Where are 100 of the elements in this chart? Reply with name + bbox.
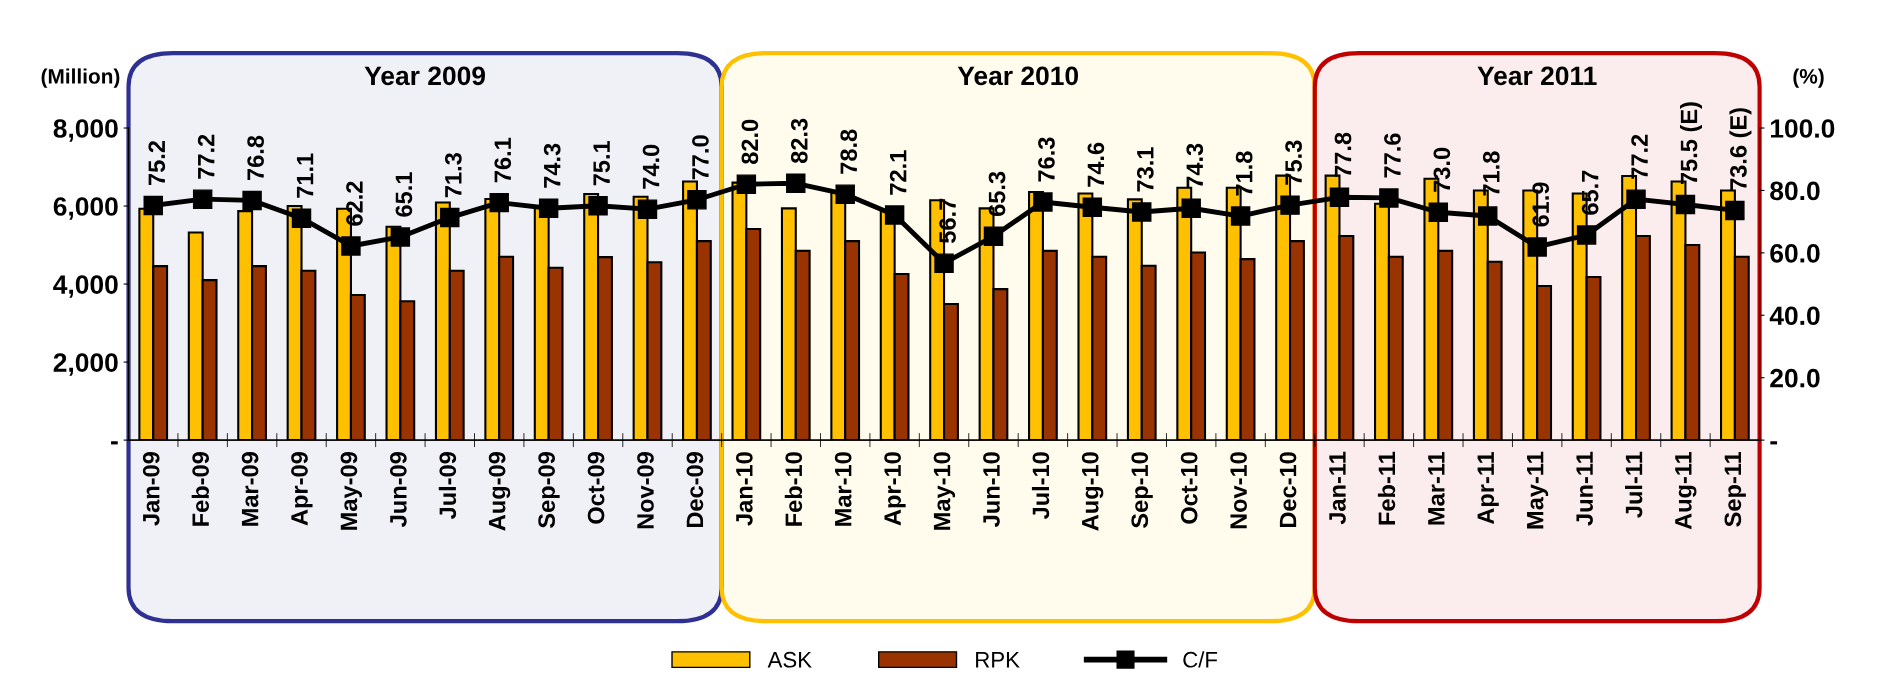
x-tick-label: Jul-09 [438,452,457,520]
x-tick-label: Mar-10 [834,452,852,526]
legend-label: ASK [767,651,812,668]
data-label: 76.1 [494,137,512,183]
band-label: Year 2010 [957,66,1079,86]
point [1576,225,1597,245]
y2-tick-label: - [1770,441,1778,445]
x-tick-label: Apr-09 [291,452,313,526]
data-label: 73.1 [1136,147,1154,192]
x-tick-label: Feb-11 [1377,451,1396,525]
x-tick-label: Aug-10 [1081,452,1104,531]
x-tick-label: Feb-10 [784,452,803,526]
point [489,192,509,213]
x-tick-label: May-09 [340,452,362,530]
data-label: 77.2 [1631,134,1648,179]
x-tick-label: Mar-09 [241,452,259,526]
data-label: 65.7 [1581,170,1599,215]
point [1132,202,1152,222]
legend-label: RPK [976,652,1020,668]
x-tick-label: Sep-09 [538,452,560,528]
data-label: 74.6 [1087,142,1105,187]
point [1181,198,1201,218]
x-tick-label: Jul-11 [1625,451,1643,518]
point [884,205,905,225]
data-label: 76.3 [1038,137,1055,182]
y-axis-title: (Million) [41,68,120,88]
band-label: Year 2011 [1477,66,1597,86]
y-tick-label: 4,000 [53,275,118,298]
data-label: 77.8 [1334,132,1352,177]
x-tick-label: Sep-10 [1131,452,1153,528]
data-label: 82.3 [790,118,808,164]
data-label: 77.6 [1384,133,1401,178]
x-tick-label: Apr-10 [884,452,906,526]
point [1478,206,1498,226]
y2-tick-label: 40.0 [1769,306,1820,326]
data-label: 74.0 [642,144,660,189]
y-tick-label: - [111,441,118,445]
point [1329,187,1350,208]
data-label: 78.8 [840,129,858,174]
point [934,253,954,273]
y2-tick-label: 60.0 [1770,243,1820,263]
y2-tick-label: 80.0 [1770,181,1820,201]
y2-tick-label: 20.0 [1770,368,1820,388]
point [390,227,411,247]
x-tick-label: Jun-10 [983,452,1000,527]
data-label: 75.5 (E) [1680,102,1703,185]
point [1379,188,1399,208]
data-label: 73.6 (E) [1729,108,1752,190]
data-label: 82.0 [741,119,759,164]
x-tick-label: Feb-09 [191,452,209,526]
data-label: 71.1 [296,153,314,198]
y-tick-label: 2,000 [53,353,118,376]
point [1033,192,1053,212]
point [1428,202,1449,223]
data-label: 74.3 [543,143,561,188]
point [291,208,312,228]
x-tick-label: Jan-10 [735,452,753,526]
point [1230,206,1251,226]
y-tick-label: 8,000 [53,119,118,142]
y-tick-label: 6,000 [53,197,118,220]
data-label: 71.3 [444,153,462,198]
point [1082,197,1103,218]
point [192,189,213,209]
data-label: 65.1 [395,172,413,217]
point [736,174,757,194]
point [786,173,806,193]
x-tick-label: Aug-09 [488,452,511,531]
data-label: 74.3 [1186,143,1204,188]
x-tick-label: Oct-10 [1180,452,1198,524]
point [1527,237,1547,257]
data-label: 71.8 [1482,151,1500,196]
data-label: 61.9 [1532,182,1550,227]
data-label: 65.3 [988,171,1006,217]
data-label: 75.2 [148,140,166,185]
point [1626,189,1646,209]
data-label: 73.0 [1433,147,1451,192]
x-tick-label: Jul-10 [1031,452,1050,520]
x-tick-label: Jan-11 [1329,451,1346,525]
point [1280,195,1300,215]
x-tick-label: Nov-10 [1230,452,1247,529]
x-tick-label: Jun-11 [1576,451,1593,526]
point [1675,194,1696,215]
x-tick-label: Nov-09 [637,452,654,529]
legend-label: C/F [1183,651,1218,668]
point [341,236,361,256]
band-label: Year 2009 [364,66,486,86]
x-tick-label: Jan-09 [142,452,160,526]
point [983,226,1004,247]
x-tick-label: Apr-11 [1477,451,1499,525]
data-label: 77.2 [197,134,215,179]
data-label: 71.8 [1235,151,1253,196]
x-tick-label: Jun-09 [389,452,407,527]
x-tick-label: Mar-11 [1428,451,1445,525]
point [440,207,460,228]
y2-axis-title: (%) [1793,68,1824,88]
x-tick-label: May-10 [933,452,956,530]
data-label: 62.2 [346,181,363,226]
point [538,198,559,218]
x-tick-label: May-11 [1527,451,1549,529]
point [143,195,163,216]
